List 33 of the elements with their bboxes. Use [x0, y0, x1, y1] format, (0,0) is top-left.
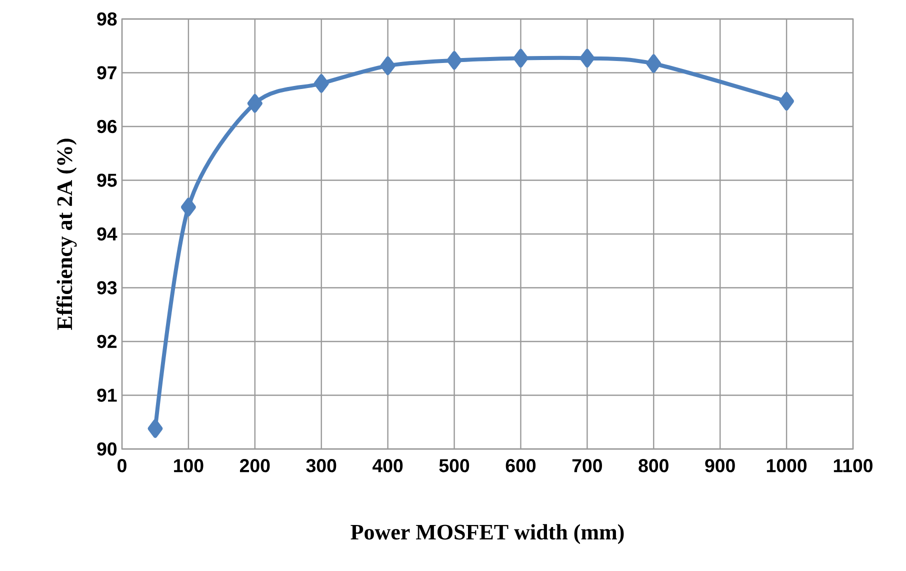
y-tick-label: 97 — [97, 66, 116, 80]
y-tick-label: 94 — [97, 227, 118, 241]
point — [180, 198, 196, 216]
y-tick-label: 93 — [97, 281, 117, 294]
y-axis-title: Efficiency at 2A (%) — [56, 138, 77, 330]
y-tick-label: 92 — [97, 334, 117, 348]
point — [446, 51, 462, 70]
y-tick-label: 91 — [97, 388, 117, 402]
y-tick-label: 90 — [97, 442, 117, 456]
x-axis-title: Power MOSFET width (mm) — [350, 524, 624, 544]
x-tick-label: 700 — [572, 459, 602, 472]
x-tick-label: 0 — [118, 459, 126, 472]
point — [779, 92, 794, 111]
point — [247, 94, 262, 113]
x-tick-label: 300 — [306, 459, 336, 472]
x-tick-label: 200 — [240, 459, 270, 472]
point — [513, 48, 528, 68]
x-tick-label: 900 — [705, 459, 735, 472]
x-tick-label: 800 — [638, 459, 668, 472]
x-tick-label: 100 — [174, 459, 204, 472]
x-tick-label: 500 — [439, 459, 470, 472]
x-tick-label: 400 — [372, 459, 403, 472]
point — [380, 56, 396, 76]
x-tick-label: 1000 — [766, 459, 807, 472]
point — [148, 419, 163, 438]
x-tick-label: 1100 — [834, 459, 872, 472]
point — [646, 54, 662, 73]
y-tick-label: 98 — [97, 12, 117, 26]
point — [314, 74, 329, 93]
x-tick-label: 600 — [506, 459, 536, 472]
y-tick-label: 96 — [97, 120, 117, 134]
point — [580, 48, 595, 68]
y-tick-label: 95 — [97, 174, 117, 187]
